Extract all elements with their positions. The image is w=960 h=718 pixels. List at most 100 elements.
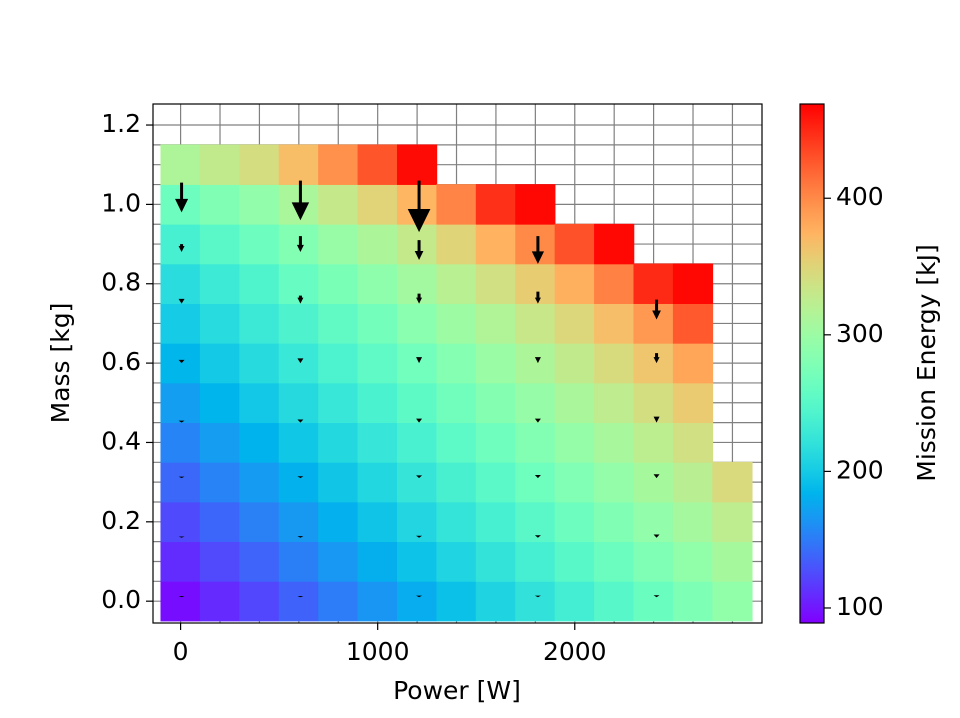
heat-cell <box>633 263 674 304</box>
x-tick-label: 0 <box>173 637 189 666</box>
heat-cell <box>278 580 319 622</box>
heat-cell <box>239 342 280 384</box>
y-tick-label: 1.2 <box>101 109 141 138</box>
heat-cell <box>396 501 438 543</box>
heat-cell <box>672 342 714 384</box>
heat-cell <box>278 263 319 304</box>
colorbar-tick-label: 200 <box>836 455 884 484</box>
heat-cell <box>160 342 201 384</box>
heat-cell <box>278 501 319 543</box>
heat-cell <box>594 382 635 424</box>
colorbar-tick-label: 400 <box>836 182 884 211</box>
quiver-arrow <box>414 240 424 260</box>
quiver-arrow <box>534 418 541 423</box>
heat-cell <box>318 303 359 344</box>
heat-cell <box>594 461 635 503</box>
heat-cell <box>515 461 556 503</box>
heat-cell <box>160 541 201 582</box>
heat-cell <box>160 263 201 304</box>
heat-cell <box>633 382 674 424</box>
quiver-arrow <box>178 536 185 538</box>
heat-cell <box>199 541 241 582</box>
heat-cell <box>515 541 556 582</box>
heat-cell <box>672 541 714 582</box>
heat-cell <box>160 303 201 344</box>
heat-cell <box>594 422 635 463</box>
heat-cell <box>594 501 635 543</box>
heat-cell <box>318 263 359 304</box>
heat-cell <box>594 223 635 265</box>
quiver-arrow <box>407 180 431 233</box>
heat-cell <box>396 263 438 304</box>
heat-cell <box>357 501 398 543</box>
heat-cell <box>436 382 477 424</box>
heat-cell <box>199 461 241 503</box>
heat-cell <box>318 184 359 225</box>
heat-cell <box>396 223 438 265</box>
heat-cell <box>475 422 517 463</box>
quiver-arrow <box>297 358 304 364</box>
heat-cell <box>239 422 280 463</box>
heat-cell <box>633 580 674 622</box>
heat-cell <box>357 184 398 225</box>
heat-cell <box>199 263 241 304</box>
heat-cell <box>594 541 635 582</box>
heat-cell <box>160 144 201 185</box>
heat-cell <box>396 580 438 622</box>
heat-cell <box>515 184 556 225</box>
quiver-arrow <box>534 291 541 304</box>
heat-cell <box>515 263 556 304</box>
colorbar-tick-label: 100 <box>836 592 884 621</box>
y-tick-label: 0.2 <box>101 506 141 535</box>
heat-cell <box>199 382 241 424</box>
heat-cell <box>672 263 714 304</box>
heat-cell <box>633 303 674 344</box>
heat-cell <box>475 303 517 344</box>
heat-cell <box>160 580 201 622</box>
heat-cell <box>318 422 359 463</box>
heat-cell <box>436 263 477 304</box>
heat-cell <box>554 223 595 265</box>
heat-cell <box>594 342 635 384</box>
quiver-arrow <box>416 357 423 364</box>
quiver-arrow <box>178 359 185 364</box>
heat-cell <box>554 541 595 582</box>
quiver-arrow <box>296 236 304 253</box>
heat-cell <box>515 342 556 384</box>
heat-cell <box>357 461 398 503</box>
quiver-arrow <box>178 420 185 423</box>
heat-cell <box>318 580 359 622</box>
heat-cell <box>199 303 241 344</box>
y-axis-label: Mass [kg] <box>46 303 75 424</box>
heat-cell <box>199 342 241 384</box>
quiver-arrow <box>531 236 545 264</box>
heat-cell <box>475 223 517 265</box>
heat-cell <box>239 461 280 503</box>
heat-cell <box>633 422 674 463</box>
heat-cell <box>199 184 241 225</box>
quiver-arrow <box>653 595 660 598</box>
heat-cell <box>475 501 517 543</box>
heat-cell <box>436 184 477 225</box>
heat-cell <box>672 501 714 543</box>
quiver-arrow <box>416 595 423 598</box>
heat-cell <box>475 342 517 384</box>
heat-cell <box>278 461 319 503</box>
heat-cell <box>278 144 319 185</box>
heat-cell <box>436 461 477 503</box>
heat-cell <box>436 501 477 543</box>
heat-cell <box>239 184 280 225</box>
heat-cell <box>278 541 319 582</box>
quiver-arrow <box>416 475 423 479</box>
y-tick-label: 0.6 <box>101 347 141 376</box>
heat-cell <box>160 382 201 424</box>
heat-cell <box>633 501 674 543</box>
heat-cell <box>554 580 595 622</box>
y-tick-label: 0.0 <box>101 585 141 614</box>
quiver-arrow <box>416 293 423 304</box>
heat-cell <box>239 382 280 424</box>
heat-cell <box>357 422 398 463</box>
heat-cell <box>239 263 280 304</box>
heat-cell <box>554 303 595 344</box>
